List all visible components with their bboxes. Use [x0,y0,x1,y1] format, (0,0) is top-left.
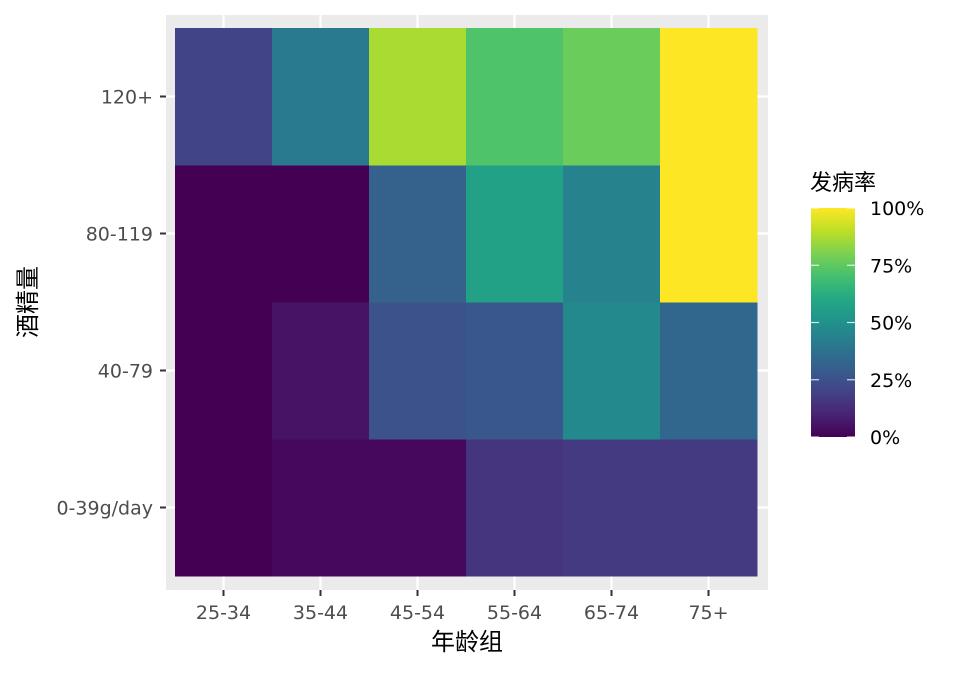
heatmap-tile [272,302,370,440]
x-axis-title: 年龄组 [431,628,503,656]
heatmap-tile [369,439,467,577]
y-tick-label: 0-39g/day [56,498,153,520]
heatmap-tile [466,165,564,303]
heatmap-tile [466,439,564,577]
x-tick-label: 65-74 [584,602,639,624]
heatmap-tile [660,302,758,440]
heatmap-tile [369,28,467,166]
heatmap-tile [563,28,661,166]
legend-label: 75% [870,255,912,277]
heatmap-tile [369,302,467,440]
x-tick-label: 75+ [688,602,728,624]
heatmap-tile [563,302,661,440]
heatmap-tile [175,165,273,303]
legend-label: 25% [870,370,912,392]
legend-label: 50% [870,313,912,335]
heatmap-tile [175,439,273,577]
heatmap-tile [369,165,467,303]
x-tick-label: 25-34 [196,602,251,624]
heatmap-tile [466,28,564,166]
x-tick-label: 35-44 [293,602,348,624]
heatmap-tile [272,439,370,577]
y-tick-label: 40-79 [98,361,153,383]
heatmap-tile [175,302,273,440]
heatmap-tile [660,28,758,166]
y-tick-label: 120+ [101,87,153,109]
x-tick-label: 55-64 [487,602,542,624]
heatmap-tile [563,439,661,577]
legend-label: 100% [870,198,924,220]
heatmap-tile [660,439,758,577]
heatmap-tile [272,165,370,303]
heatmap-tile [272,28,370,166]
y-tick-label: 80-119 [86,224,153,246]
heatmap-tile [175,28,273,166]
heatmap-tile [466,302,564,440]
legend-title: 发病率 [810,171,876,196]
y-axis-title: 酒精量 [14,266,42,338]
heatmap-tile [563,165,661,303]
x-tick-label: 45-54 [390,602,445,624]
legend-label: 0% [870,427,900,449]
heatmap-tile [660,165,758,303]
